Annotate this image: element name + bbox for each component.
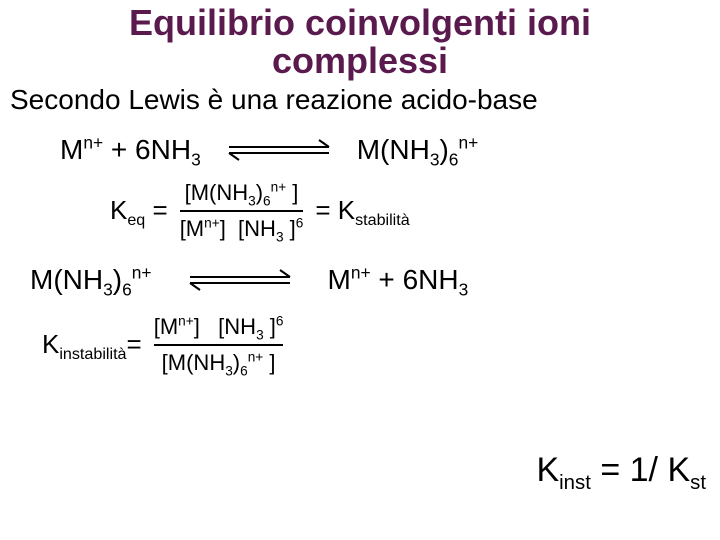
- fraction-bar: [154, 344, 284, 346]
- slide: Equilibrio coinvolgenti ioni complessi S…: [0, 0, 720, 540]
- keq-fraction: [M(NH3)6n+ ] [Mn+] [NH3 ]6: [180, 180, 304, 242]
- kinst-expression: Kinstabilità= [Mn+] [NH3 ]6 [M(NH3)6n+ ]: [42, 314, 720, 376]
- keq-result: = Kstabilità: [315, 195, 409, 226]
- eq2-rhs: Mn+ + 6NH3: [328, 264, 469, 296]
- equation-reverse: M(NH3)6n+ Mn+ + 6NH3: [30, 264, 720, 296]
- equilibrium-arrow-icon: [180, 268, 300, 292]
- eq2-lhs: M(NH3)6n+: [30, 264, 152, 296]
- fraction-bar: [180, 210, 304, 212]
- subtitle: Secondo Lewis è una reazione acido-base: [0, 84, 720, 116]
- keq-expression: Keq = [M(NH3)6n+ ] [Mn+] [NH3 ]6 = Kstab…: [110, 180, 720, 242]
- equation-forward: Mn+ + 6NH3 M(NH3)6n+: [60, 134, 720, 166]
- slide-title: Equilibrio coinvolgenti ioni complessi: [0, 0, 720, 80]
- keq-numerator: [M(NH3)6n+ ]: [185, 180, 299, 206]
- kinst-numerator: [Mn+] [NH3 ]6: [154, 314, 284, 340]
- kinst-label: Kinstabilità=: [42, 329, 142, 360]
- keq-denominator: [Mn+] [NH3 ]6: [180, 216, 304, 242]
- title-line-2: complessi: [0, 42, 720, 80]
- title-line-1: Equilibrio coinvolgenti ioni: [0, 4, 720, 42]
- equilibrium-arrow-icon: [219, 138, 339, 162]
- kinst-denominator: [M(NH3)6n+ ]: [162, 350, 276, 376]
- kinst-fraction: [Mn+] [NH3 ]6 [M(NH3)6n+ ]: [154, 314, 284, 376]
- eq1-lhs: Mn+ + 6NH3: [60, 134, 201, 166]
- eq1-rhs: M(NH3)6n+: [357, 134, 479, 166]
- keq-label: Keq =: [110, 195, 168, 226]
- kinst-kst-relation: Kinst = 1/ Kst: [536, 451, 706, 490]
